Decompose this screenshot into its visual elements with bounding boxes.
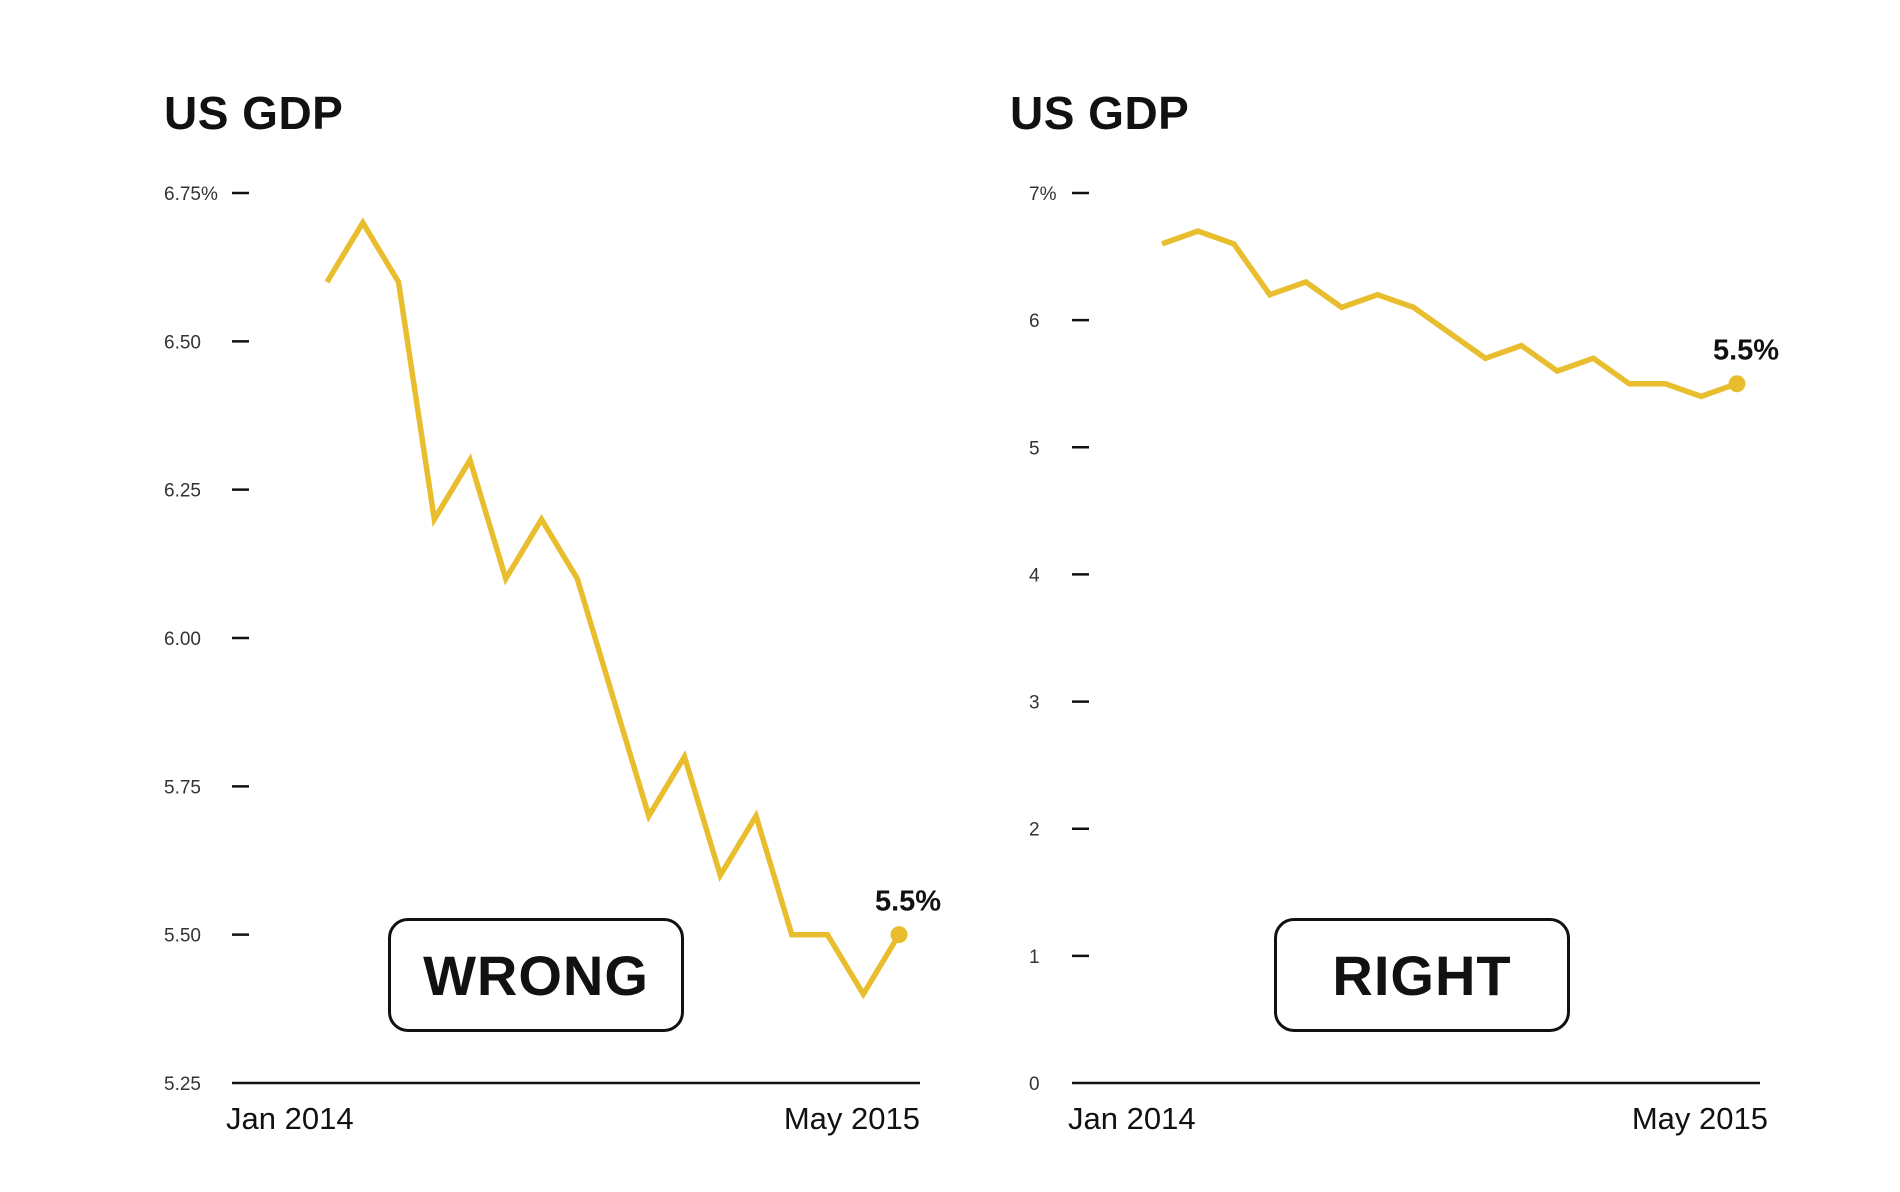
y-tick-label: 5.75 xyxy=(164,777,201,798)
y-tick-label: 0 xyxy=(1029,1074,1040,1095)
y-tick-label: 6.25 xyxy=(164,481,201,502)
y-tick-label: 4 xyxy=(1029,565,1040,586)
y-tick-label: 6 xyxy=(1029,311,1040,332)
y-tick-label: 7% xyxy=(1029,184,1057,205)
data-point-endpoint xyxy=(1728,375,1746,393)
x-tick-label-start: Jan 2014 xyxy=(1068,1101,1196,1136)
y-tick-label: 1 xyxy=(1029,947,1040,968)
chart-panel-wrong: US GDP 5.25 5.50 5.75 6.00 6.25 6.50 6.75% Jan … xyxy=(164,87,941,1136)
chart-title: US GDP xyxy=(164,87,344,139)
x-tick-label-start: Jan 2014 xyxy=(226,1101,354,1136)
verdict-badge-right: RIGHT xyxy=(1274,918,1570,1032)
y-tick-label: 5.25 xyxy=(164,1074,201,1095)
y-tick-label: 3 xyxy=(1029,693,1040,714)
chart-svg-right: 0 1 2 3 4 5 6 7% Jan 2014 May 2015 5.5% xyxy=(1029,184,1779,1136)
data-label-endpoint: 5.5% xyxy=(875,886,941,918)
chart-svg-wrong: 5.25 5.50 5.75 6.00 6.25 6.50 6.75% Jan 2014 May… xyxy=(164,184,941,1136)
x-tick-label-end: May 2015 xyxy=(784,1101,920,1136)
y-tick-label: 5.50 xyxy=(164,926,201,947)
y-tick-label: 2 xyxy=(1029,820,1040,841)
y-tick-label: 6.00 xyxy=(164,629,201,650)
data-point-endpoint xyxy=(890,926,908,944)
y-tick-label: 6.75% xyxy=(164,184,218,205)
chart-panel-right: US GDP 0 1 2 3 4 5 6 7% Jan 2014 May 2015 5.5% RIG… xyxy=(950,0,1900,1192)
y-tick-label: 6.50 xyxy=(164,332,201,353)
x-tick-label-end: May 2015 xyxy=(1632,1101,1768,1136)
gdp-series-line xyxy=(324,217,902,1000)
y-tick-label: 5 xyxy=(1029,438,1040,459)
data-label-endpoint: 5.5% xyxy=(1713,335,1779,367)
chart-title: US GDP xyxy=(1010,87,1190,139)
verdict-badge-wrong: WRONG xyxy=(388,918,684,1032)
gdp-series-line xyxy=(1161,228,1738,400)
